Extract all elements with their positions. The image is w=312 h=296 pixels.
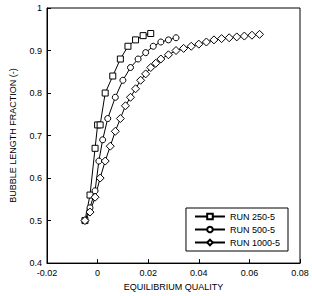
svg-text:0.9: 0.9 <box>29 46 42 56</box>
svg-text:-0.02: -0.02 <box>37 268 58 278</box>
svg-text:0.5: 0.5 <box>29 216 42 226</box>
svg-text:0: 0 <box>95 268 100 278</box>
svg-text:EQUILIBRIUM QUALITY: EQUILIBRIUM QUALITY <box>124 282 224 292</box>
svg-text:0.6: 0.6 <box>29 173 42 183</box>
svg-text:0.08: 0.08 <box>291 268 309 278</box>
svg-text:0.7: 0.7 <box>29 131 42 141</box>
svg-text:RUN 500-5: RUN 500-5 <box>230 225 275 235</box>
svg-text:0.04: 0.04 <box>190 268 208 278</box>
svg-text:0.02: 0.02 <box>139 268 157 278</box>
svg-text:RUN 250-5: RUN 250-5 <box>230 212 275 222</box>
svg-text:RUN 1000-5: RUN 1000-5 <box>230 238 280 248</box>
svg-text:0.4: 0.4 <box>29 258 42 268</box>
svg-text:0.8: 0.8 <box>29 88 42 98</box>
svg-text:0.06: 0.06 <box>241 268 259 278</box>
svg-text:BUBBLE LENGTH FRACTION (-): BUBBLE LENGTH FRACTION (-) <box>8 68 18 203</box>
svg-text:1: 1 <box>37 3 42 13</box>
